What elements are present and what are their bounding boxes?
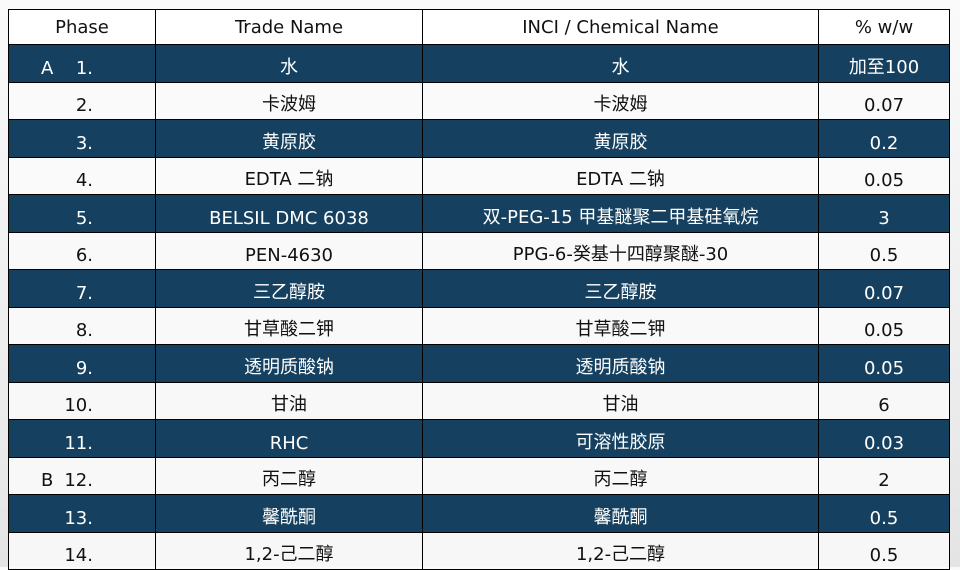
inci-name-cell: 三乙醇胺	[422, 269, 819, 308]
table-row: 2. 卡波姆 卡波姆 0.07	[8, 81, 950, 120]
percent-cell: 0.07	[818, 81, 950, 120]
phase-label: A	[41, 57, 54, 79]
table-row: 5. BELSIL DMC 6038 双-PEG-15 甲基醚聚二甲基硅氧烷 3	[8, 194, 950, 233]
inci-name-cell: 卡波姆	[422, 81, 819, 120]
trade-name-cell: 甘油	[155, 381, 423, 420]
table-row: 6. PEN-4630 PPG-6-癸基十四醇聚醚-30 0.5	[8, 231, 950, 270]
inci-name-cell: 可溶性胶原	[422, 419, 819, 458]
table-row: 13. 馨酰酮 馨酰酮 0.5	[8, 494, 950, 533]
table-row: B 12. 丙二醇 丙二醇 2	[8, 456, 950, 495]
inci-name-cell: 透明质酸钠	[422, 344, 819, 383]
phase-cell: A 1.	[8, 44, 156, 83]
table-row: 9. 透明质酸钠 透明质酸钠 0.05	[8, 344, 950, 383]
phase-cell: 10.	[8, 381, 156, 420]
percent-cell: 2	[818, 456, 950, 495]
item-number: 6.	[75, 245, 93, 266]
item-number: 1.	[75, 57, 93, 79]
header-inci-name: INCI / Chemical Name	[422, 9, 819, 45]
table-row: 11. RHC 可溶性胶原 0.03	[8, 419, 950, 458]
item-number: 9.	[75, 357, 93, 379]
inci-name-cell: 1,2-己二醇	[422, 531, 819, 570]
phase-cell: 7.	[8, 269, 156, 308]
item-number: 14.	[64, 545, 93, 566]
phase-cell: B 12.	[8, 456, 156, 495]
phase-cell: 9.	[8, 344, 156, 383]
phase-cell: 6.	[8, 231, 156, 270]
item-number: 13.	[64, 507, 93, 529]
table-row: 3. 黄原胶 黄原胶 0.2	[8, 119, 950, 158]
item-number: 11.	[64, 432, 93, 454]
item-number: 10.	[64, 395, 93, 416]
percent-cell: 0.5	[818, 231, 950, 270]
trade-name-cell: 卡波姆	[155, 81, 423, 120]
trade-name-cell: 水	[155, 44, 423, 83]
item-number: 4.	[75, 170, 93, 191]
phase-cell: 11.	[8, 419, 156, 458]
item-number: 3.	[75, 132, 93, 154]
inci-name-cell: PPG-6-癸基十四醇聚醚-30	[422, 231, 819, 270]
trade-name-cell: 黄原胶	[155, 119, 423, 158]
phase-cell: 8.	[8, 306, 156, 345]
percent-cell: 0.05	[818, 156, 950, 195]
inci-name-cell: 馨酰酮	[422, 494, 819, 533]
trade-name-cell: 馨酰酮	[155, 494, 423, 533]
trade-name-cell: BELSIL DMC 6038	[155, 194, 423, 233]
table-row: 7. 三乙醇胺 三乙醇胺 0.07	[8, 269, 950, 308]
percent-cell: 0.05	[818, 344, 950, 383]
percent-cell: 0.2	[818, 119, 950, 158]
percent-cell: 0.5	[818, 531, 950, 570]
trade-name-cell: 1,2-己二醇	[155, 531, 423, 570]
inci-name-cell: 双-PEG-15 甲基醚聚二甲基硅氧烷	[422, 194, 819, 233]
trade-name-cell: 丙二醇	[155, 456, 423, 495]
table-row: A 1. 水水加至100	[8, 44, 950, 83]
percent-cell: 0.5	[818, 494, 950, 533]
phase-cell: 14.	[8, 531, 156, 570]
percent-cell: 3	[818, 194, 950, 233]
inci-name-cell: 丙二醇	[422, 456, 819, 495]
percent-cell: 0.03	[818, 419, 950, 458]
header-row: Phase Trade Name INCI / Chemical Name % …	[8, 9, 950, 45]
inci-name-cell: EDTA 二钠	[422, 156, 819, 195]
percent-cell: 0.05	[818, 306, 950, 345]
phase-cell: 5.	[8, 194, 156, 233]
item-number: 2.	[75, 95, 93, 116]
item-number: 7.	[75, 282, 93, 304]
item-number: 5.	[75, 207, 93, 229]
inci-name-cell: 黄原胶	[422, 119, 819, 158]
percent-cell: 0.07	[818, 269, 950, 308]
trade-name-cell: RHC	[155, 419, 423, 458]
phase-cell: 2.	[8, 81, 156, 120]
percent-cell: 加至100	[818, 44, 950, 83]
phase-cell: 4.	[8, 156, 156, 195]
item-number: 8.	[75, 320, 93, 341]
trade-name-cell: 三乙醇胺	[155, 269, 423, 308]
inci-name-cell: 水	[422, 44, 819, 83]
phase-cell: 13.	[8, 494, 156, 533]
inci-name-cell: 甘油	[422, 381, 819, 420]
header-phase: Phase	[8, 9, 156, 45]
item-number: 12.	[64, 470, 93, 491]
trade-name-cell: 甘草酸二钾	[155, 306, 423, 345]
header-percent: % w/w	[818, 9, 950, 45]
table-row: 14. 1,2-己二醇 1,2-己二醇 0.5	[8, 531, 950, 570]
trade-name-cell: PEN-4630	[155, 231, 423, 270]
table-row: 8. 甘草酸二钾 甘草酸二钾 0.05	[8, 306, 950, 345]
percent-cell: 6	[818, 381, 950, 420]
formulation-table: Phase Trade Name INCI / Chemical Name % …	[8, 9, 950, 570]
inci-name-cell: 甘草酸二钾	[422, 306, 819, 345]
phase-cell: 3.	[8, 119, 156, 158]
table-row: 10. 甘油 甘油 6	[8, 381, 950, 420]
table-row: 4. EDTA 二钠 EDTA 二钠 0.05	[8, 156, 950, 195]
trade-name-cell: 透明质酸钠	[155, 344, 423, 383]
phase-label: B	[41, 470, 54, 491]
header-trade-name: Trade Name	[155, 9, 423, 45]
trade-name-cell: EDTA 二钠	[155, 156, 423, 195]
